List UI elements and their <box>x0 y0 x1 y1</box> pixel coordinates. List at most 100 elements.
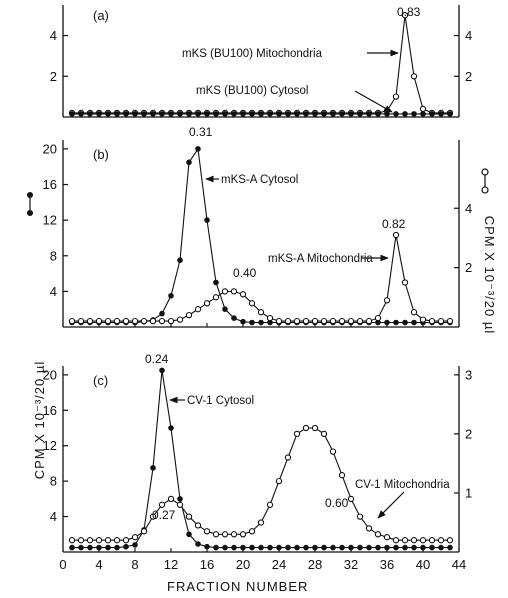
data-layer <box>68 12 454 551</box>
panel-1-point-mks-bu100-cytosol <box>249 111 255 117</box>
panel-1-point-mks-bu100-cytosol <box>258 111 264 117</box>
panel-2-point-mks-a-mitochondria <box>329 317 337 325</box>
x-tick-label: 0 <box>59 557 66 572</box>
panel-3-point-cv-1-cytosol <box>186 531 192 538</box>
panel-1-point-mks-bu100-cytosol <box>168 111 174 117</box>
panel-1-point-mks-bu100-cytosol <box>222 111 228 117</box>
panel-2-point-mks-a-cytosol <box>195 146 201 152</box>
panel-3-point-cv-1-mitochondria <box>392 537 400 544</box>
panel-2-point-mks-a-mitochondria <box>248 300 256 307</box>
x-tick-label: 28 <box>308 557 322 572</box>
panel-1-point-mks-bu100-mitochondria <box>392 93 400 100</box>
panel-2-left-tick-label: 20 <box>43 141 57 156</box>
panel-2-point-mks-a-cytosol <box>177 257 183 264</box>
panel-2-point-mks-a-mitochondria <box>203 300 211 307</box>
x-tick-label: 12 <box>164 557 178 572</box>
panel-2-point-mks-a-cytosol <box>240 318 246 325</box>
panel-3-left-tick-label: 4 <box>50 509 57 524</box>
right-y-axis-title: CPM X 10⁻³/20 µl <box>482 216 497 335</box>
panel-2-point-mks-a-mitochondria <box>410 309 418 316</box>
panel-3-point-cv-1-mitochondria <box>311 424 319 432</box>
panel-2-point-mks-a-mitochondria <box>221 288 229 295</box>
panel-3-point-cv-1-mitochondria <box>266 501 274 508</box>
panel-3-point-cv-1-mitochondria <box>401 537 409 544</box>
panel-2-point-mks-a-mitochondria <box>95 317 103 325</box>
panel-1-point-mks-bu100-cytosol <box>132 111 138 117</box>
panel-1-point-mks-bu100-cytosol <box>240 111 246 117</box>
panel-1-left-tick-label: 2 <box>50 69 57 84</box>
panel-2-point-mks-a-mitochondria <box>176 316 184 323</box>
panel-3-point-cv-1-cytosol <box>87 544 93 551</box>
panel-3-point-cv-1-cytosol <box>330 544 336 551</box>
panel-1-point-mks-bu100-cytosol <box>267 111 273 117</box>
panel-1-left-tick-label: 4 <box>50 28 57 43</box>
panel-3-point-cv-1-cytosol <box>357 544 363 551</box>
panel-2-point-mks-a-mitochondria <box>122 317 130 325</box>
panel-3-point-cv-1-mitochondria <box>446 537 454 544</box>
panel-3-point-cv-1-cytosol <box>168 425 174 431</box>
panel-2-point-mks-a-mitochondria <box>419 316 427 323</box>
panel-2-point-mks-a-cytosol <box>204 217 210 223</box>
panel-2-point-mks-a-mitochondria <box>374 314 382 322</box>
panel-1-point-mks-bu100-cytosol <box>213 111 219 117</box>
panel-3-point-cv-1-cytosol <box>285 544 291 551</box>
panel-3-point-cv-1-cytosol <box>321 544 327 551</box>
panel-3-point-cv-1-mitochondria <box>347 495 355 503</box>
panel-2-point-mks-a-mitochondria <box>131 317 139 325</box>
panel-2-point-mks-a-mitochondria <box>194 306 202 313</box>
panel-3-point-cv-1-mitochondria <box>374 531 382 538</box>
panel-2-point-mks-a-mitochondria <box>383 297 391 304</box>
panel-2-point-mks-a-mitochondria <box>266 314 274 322</box>
panel-3-point-cv-1-cytosol <box>429 544 435 551</box>
panel-3-point-cv-1-cytosol <box>375 544 381 551</box>
panel-label-a: (a) <box>93 8 109 23</box>
arrow-mks-bu100-cytosol <box>354 90 393 113</box>
annotation-cv1-mitochondria: CV-1 Mitochondria <box>355 479 450 491</box>
panel-3-point-cv-1-cytosol <box>240 544 246 551</box>
panel-3-point-cv-1-cytosol <box>276 544 282 551</box>
panel-1-point-mks-bu100-cytosol <box>195 111 201 117</box>
panel-2-point-mks-a-mitochondria <box>230 288 238 295</box>
panel-3-point-cv-1-mitochondria <box>104 537 112 544</box>
panel-3-point-cv-1-mitochondria <box>275 477 283 485</box>
panel-2-point-mks-a-mitochondria <box>437 317 445 325</box>
panel-3-point-cv-1-mitochondria <box>149 513 157 520</box>
panel-2-right-tick-label: 4 <box>465 201 472 216</box>
panel-2-point-mks-a-mitochondria <box>401 279 409 286</box>
panel-2-series-line-mks-a-mitochondria <box>72 234 450 322</box>
panel-3-point-cv-1-cytosol <box>258 544 264 551</box>
peak-label-c-024: 0.24 <box>145 352 169 366</box>
panel-1-point-mks-bu100-cytosol <box>375 111 381 117</box>
panel-1-point-mks-bu100-cytosol <box>123 111 129 117</box>
x-tick-label: 20 <box>236 557 250 572</box>
annotation-mks-bu100-cytosol: mKS (BU100) Cytosol <box>196 85 308 97</box>
annotation-mks-bu100-mitochondria: mKS (BU100) Mitochondria <box>182 48 323 60</box>
panel-3-left-tick-label: 12 <box>43 438 57 453</box>
panel-1-point-mks-bu100-cytosol <box>303 111 309 117</box>
panel-2-point-mks-a-mitochondria <box>284 317 292 325</box>
panel-2-point-mks-a-mitochondria <box>149 317 157 325</box>
panel-3-point-cv-1-cytosol <box>294 544 300 551</box>
panel-2-point-mks-a-mitochondria <box>212 294 220 301</box>
panel-2-point-mks-a-cytosol <box>411 319 417 326</box>
panel-3-point-cv-1-mitochondria <box>221 531 229 538</box>
left-axis-key-filled-marker <box>27 192 33 216</box>
panel-3-point-cv-1-mitochondria <box>230 531 238 538</box>
panel-2-point-mks-a-mitochondria <box>338 317 346 325</box>
panel-3-point-cv-1-mitochondria <box>176 501 184 508</box>
panel-1-point-mks-bu100-cytosol <box>384 111 390 117</box>
panel-3-point-cv-1-cytosol <box>204 543 210 550</box>
panel-3-point-cv-1-mitochondria <box>383 534 391 541</box>
x-tick-label: 16 <box>200 557 214 572</box>
annotation-mks-a-mitochondria: mKS-A Mitochondria <box>268 253 373 265</box>
panel-3-point-cv-1-cytosol <box>231 544 237 551</box>
panel-1-point-mks-bu100-cytosol <box>294 111 300 117</box>
panel-3-point-cv-1-mitochondria <box>257 519 265 526</box>
panel-3-point-cv-1-mitochondria <box>212 531 220 538</box>
right-axis-key-open-marker <box>481 168 489 194</box>
panel-1-right-tick-label: 2 <box>465 69 472 84</box>
panel-2-point-mks-a-cytosol <box>186 159 192 166</box>
panel-2-point-mks-a-cytosol <box>384 319 390 326</box>
